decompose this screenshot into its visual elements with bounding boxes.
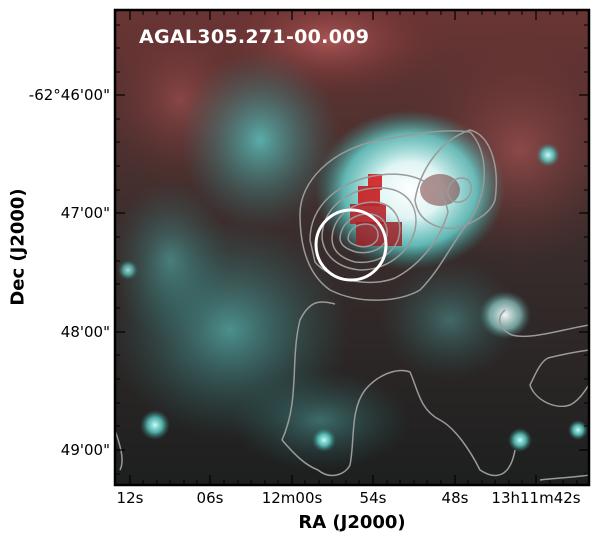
x-tick-label: 48s	[441, 489, 469, 507]
x-tick-label: 54s	[359, 489, 387, 507]
source-name-label: AGAL305.271-00.009	[139, 26, 370, 48]
y-tick-label: 49'00"	[60, 441, 110, 459]
x-minor-ticks	[142, 10, 578, 485]
y-tick-label: -62°46'00"	[28, 86, 110, 104]
y-axis-label: Dec (J2000)	[7, 188, 29, 306]
x-tick-label: 12s	[116, 489, 144, 507]
y-tick-label: 48'00"	[60, 323, 110, 341]
image-panel	[115, 10, 589, 485]
x-tick-label: 06s	[196, 489, 224, 507]
x-ticks	[129, 10, 537, 485]
x-axis-label: RA (J2000)	[298, 512, 406, 533]
x-tick-label: 13h11m42s	[491, 489, 581, 507]
x-tick-label: 12m00s	[261, 489, 323, 507]
image-frame	[113, 8, 591, 487]
source-circle-marker	[314, 208, 388, 282]
y-ticks	[115, 94, 589, 451]
y-tick-label: 47'00"	[60, 204, 110, 222]
y-minor-ticks	[115, 24, 589, 475]
